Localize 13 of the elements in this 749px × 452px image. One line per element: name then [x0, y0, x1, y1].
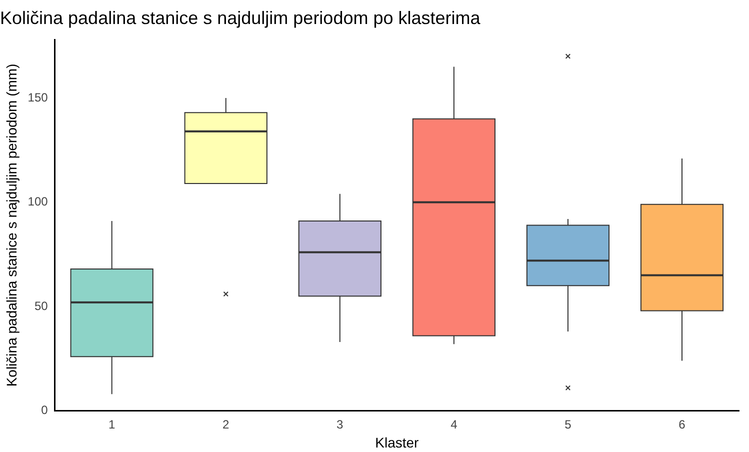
y-tick-label: 100 [28, 194, 48, 209]
chart-title: Količina padalina stanice s najduljim periodom po klasterima [0, 8, 482, 28]
y-tick-label: 150 [28, 90, 48, 104]
x-tick-label: 2 [222, 417, 230, 432]
y-tick-label: 50 [34, 298, 48, 313]
x-tick-label: 1 [108, 417, 116, 432]
x-tick-label: 5 [564, 417, 572, 432]
x-axis-title: Klaster [375, 434, 420, 450]
x-tick-label: 6 [678, 417, 686, 432]
x-tick-label: 3 [336, 417, 344, 432]
y-tick-label: 0 [41, 403, 48, 418]
y-axis-title: Količina padalina stanice s najduljim periodom (mm) [3, 64, 20, 387]
x-tick-label: 4 [450, 417, 458, 432]
